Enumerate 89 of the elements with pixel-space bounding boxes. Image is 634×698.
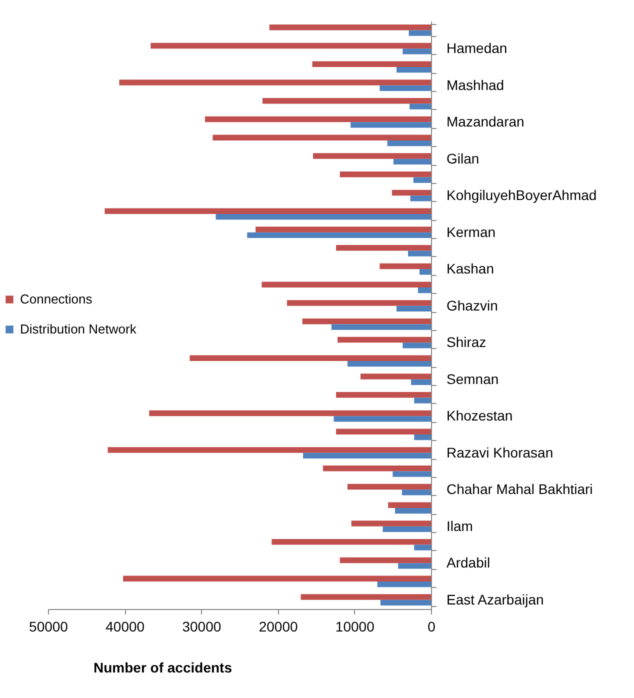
bar [340, 171, 431, 178]
bar [272, 538, 431, 545]
bar [247, 232, 431, 238]
bar [300, 594, 431, 600]
bar [190, 355, 431, 361]
bar [205, 116, 431, 122]
bar [388, 502, 431, 508]
x-tick-label: 20000 [258, 618, 298, 634]
bar [302, 318, 431, 324]
y-tick-label: Mashhad [446, 76, 504, 93]
bar [340, 557, 431, 564]
y-tick-label: East Azarbaijan [446, 591, 544, 608]
x-tick-label: 30000 [182, 618, 222, 634]
bar [393, 158, 431, 165]
bar [322, 465, 431, 472]
y-tick-label: Chahar Mahal Bakhtiari [446, 481, 593, 498]
bar [216, 214, 431, 220]
bar [334, 416, 431, 422]
bar [392, 471, 431, 477]
bar [348, 360, 431, 367]
bar [402, 490, 431, 496]
x-axis-title: Number of accidents [94, 660, 232, 676]
y-tick-label: Ilam [446, 518, 473, 534]
bar [380, 85, 431, 92]
bar [396, 66, 431, 73]
y-tick-label: KohgiluyehBoyerAhmad [446, 187, 597, 204]
bar [408, 30, 431, 36]
bar [123, 576, 431, 582]
bar [392, 190, 431, 196]
bar [149, 410, 431, 416]
bar [150, 42, 431, 49]
bar [414, 544, 431, 550]
y-tick-label: Ardabil [446, 554, 490, 571]
bar [398, 563, 431, 569]
bar [351, 520, 431, 526]
bar [402, 48, 431, 54]
legend-label: Distribution Network [20, 322, 137, 336]
bar [414, 398, 431, 404]
bar [108, 447, 431, 453]
bar [402, 342, 431, 348]
bar [312, 61, 431, 67]
y-tick-label: Hamedan [446, 40, 508, 56]
bar [336, 392, 431, 398]
bar [262, 282, 431, 288]
bar [418, 287, 431, 294]
bar [303, 452, 431, 459]
bar [256, 226, 431, 232]
bar [377, 581, 431, 588]
y-tick-label: Kerman [446, 224, 496, 240]
x-tick-label: 0 [428, 618, 436, 634]
y-tick-label: Semnan [446, 370, 499, 387]
bar [360, 374, 431, 380]
bar [286, 300, 431, 306]
bar [408, 250, 431, 256]
bar [119, 80, 431, 86]
bar [212, 134, 431, 140]
bar [380, 263, 431, 270]
bar [410, 104, 431, 110]
bar [336, 428, 431, 434]
legend-label: Connections [20, 292, 93, 306]
x-tick-label: 50000 [29, 618, 68, 634]
bar [338, 336, 431, 343]
y-tick-label: Mazandaran [446, 114, 524, 130]
bar [411, 379, 431, 386]
bar [420, 269, 431, 275]
y-tick-label: Ghazvin [446, 297, 498, 314]
bar [387, 140, 431, 146]
bar [350, 122, 431, 128]
bar [395, 508, 431, 514]
bar [331, 324, 431, 330]
bar [380, 600, 431, 606]
bar [104, 208, 431, 214]
bar [269, 24, 431, 30]
bar [262, 98, 431, 104]
y-tick-label: Razavi Khorasan [446, 444, 554, 460]
bar [396, 306, 431, 312]
bar [336, 244, 431, 251]
x-tick-label: 40000 [106, 618, 145, 634]
x-tick-label: 10000 [335, 618, 375, 634]
bar [348, 484, 431, 490]
bar [413, 177, 431, 183]
bar [410, 196, 431, 202]
bar [382, 526, 431, 532]
bar [313, 153, 431, 159]
y-tick-label: Khozestan [446, 408, 513, 424]
y-tick-label: Gilan [446, 150, 480, 166]
y-tick-label: Kashan [446, 260, 494, 277]
y-tick-label: Shiraz [446, 334, 486, 350]
bar [414, 434, 431, 440]
